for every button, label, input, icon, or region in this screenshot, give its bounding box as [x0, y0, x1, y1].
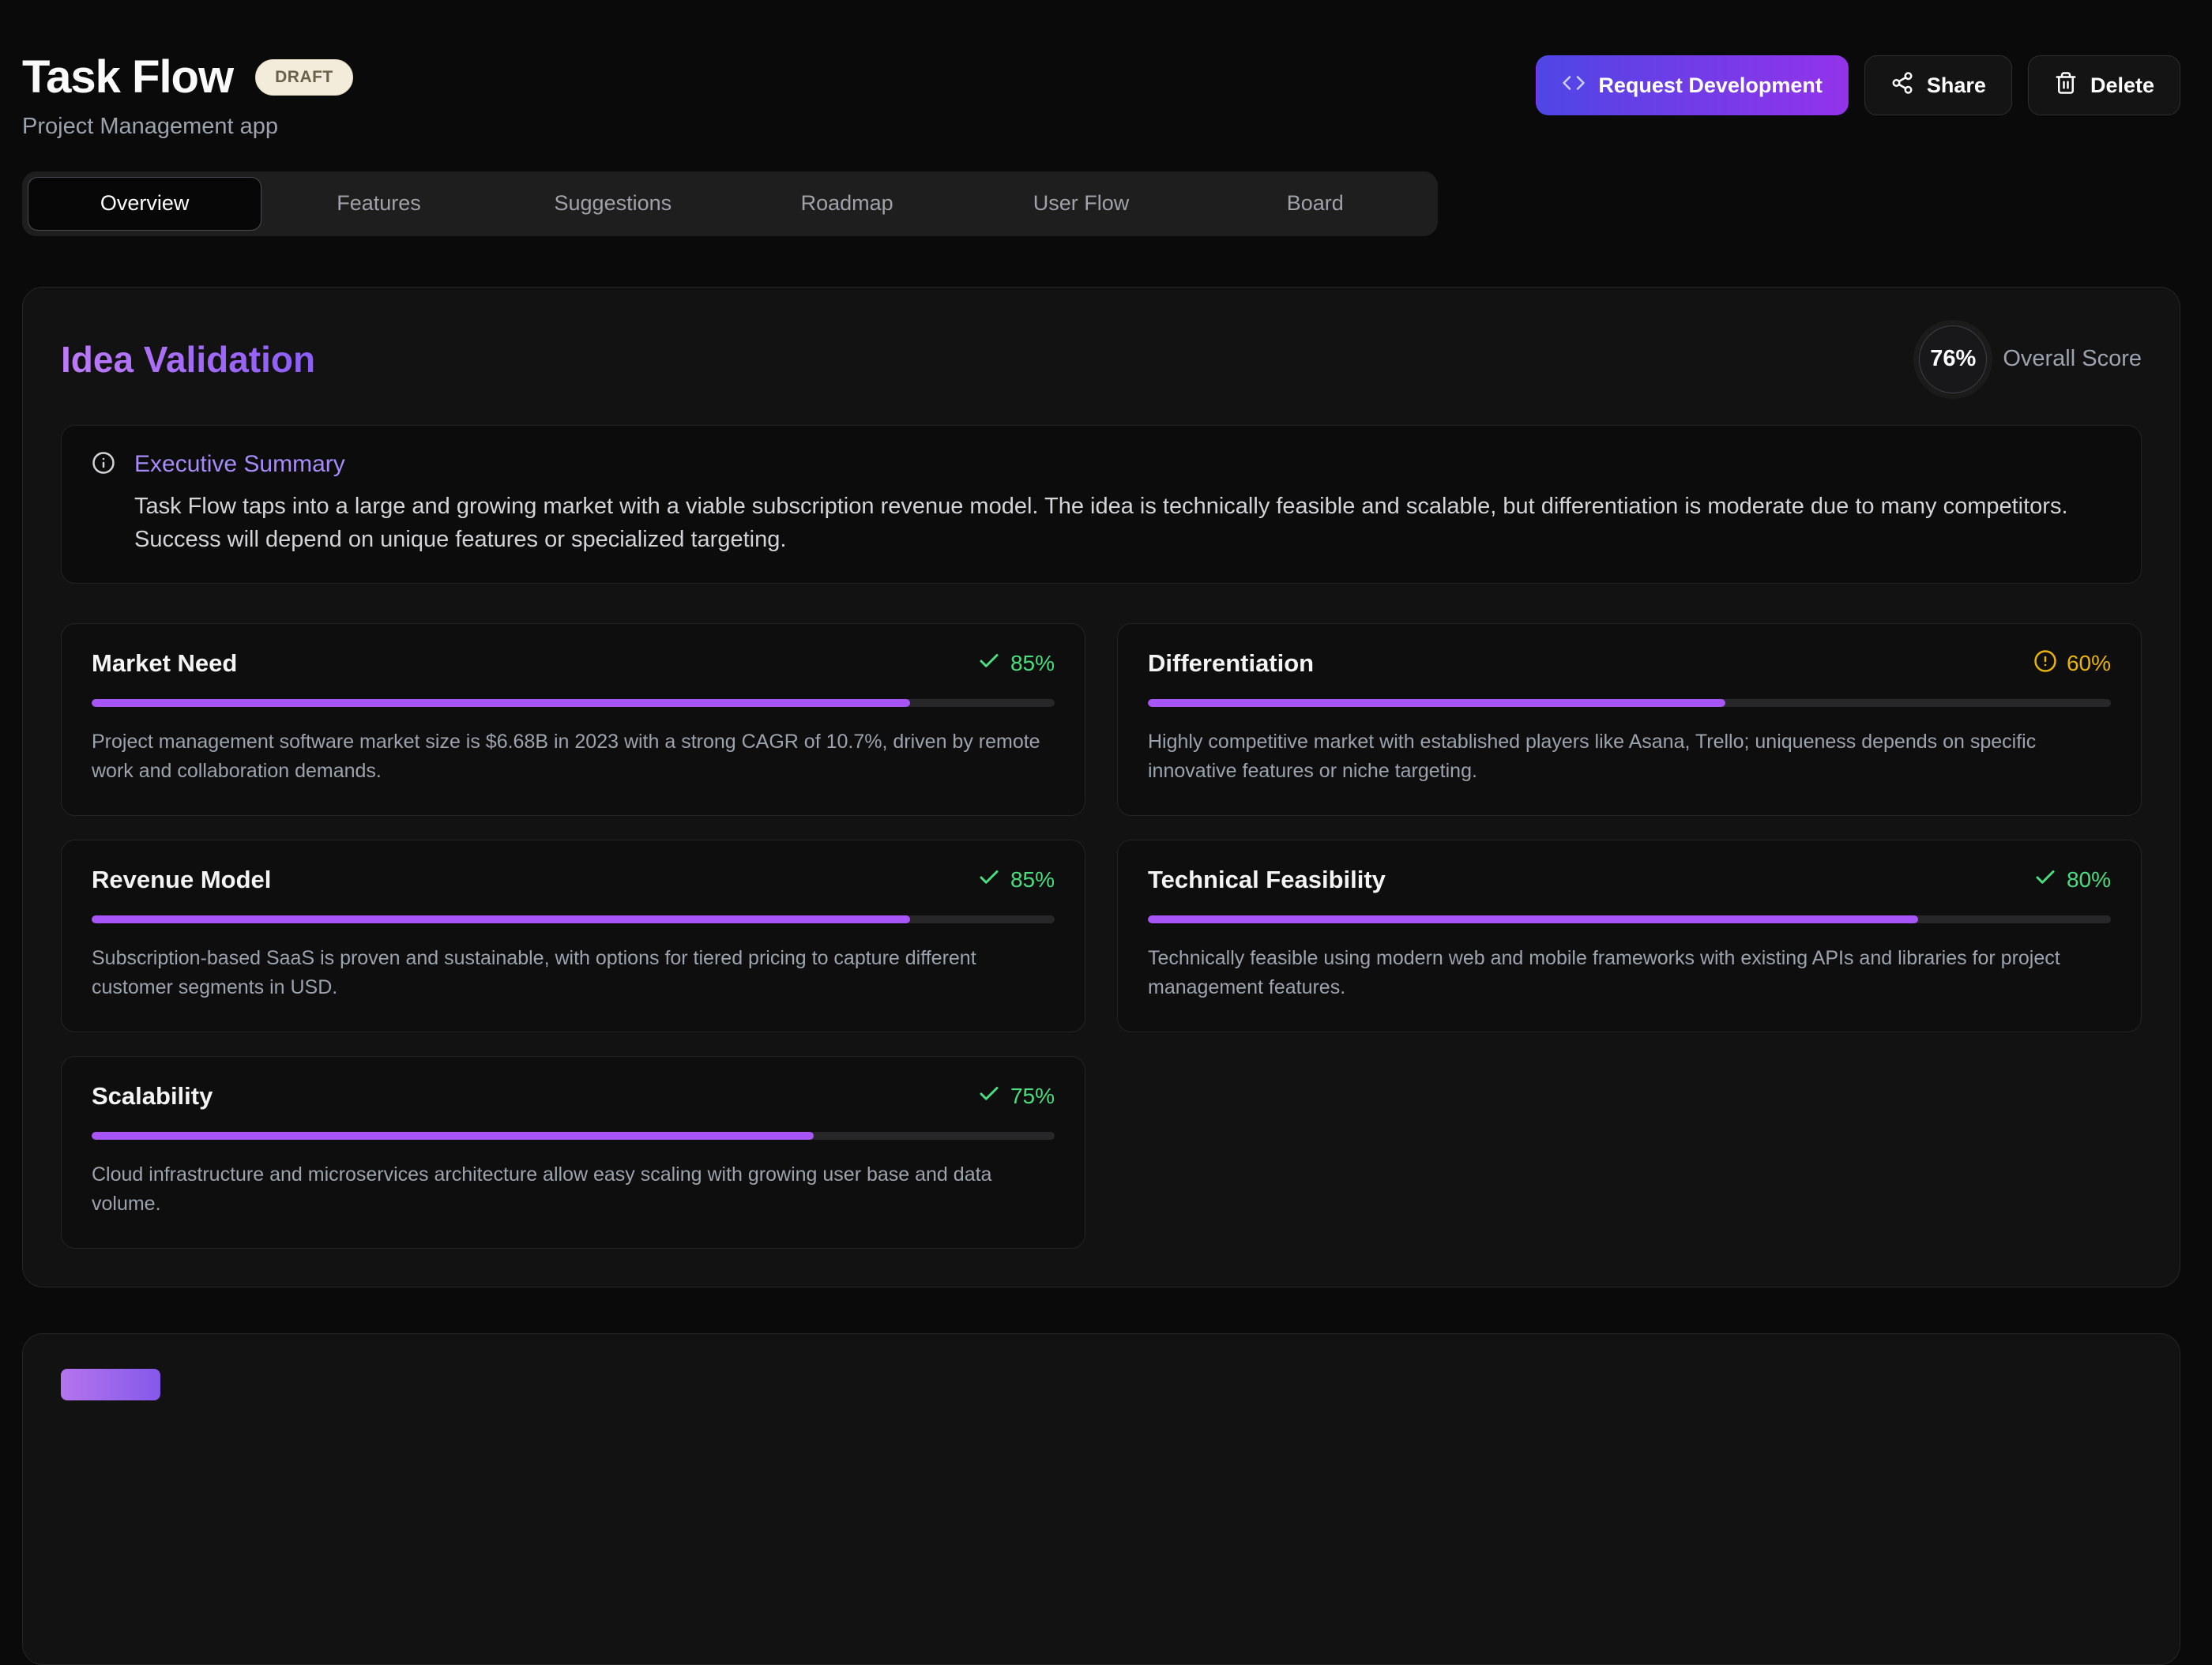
metric-score-value: 75% — [1010, 1084, 1055, 1109]
overall-score: 76% Overall Score — [1919, 325, 2142, 393]
metric-score: 75% — [977, 1082, 1055, 1111]
info-icon — [92, 451, 115, 479]
metric-description: Project management software market size … — [92, 730, 1040, 783]
tab-roadmap[interactable]: Roadmap — [800, 191, 893, 216]
metrics-grid: Market Need 85% Project management softw… — [61, 622, 2142, 1249]
partial-section-heading — [61, 1368, 160, 1400]
trash-icon — [2054, 71, 2078, 100]
metric-card-differentiation: Differentiation 60% Highly competitive m… — [1117, 622, 2142, 816]
executive-summary-title: Executive Summary — [134, 451, 345, 478]
check-icon — [977, 866, 1001, 895]
check-icon — [977, 1082, 1001, 1111]
tab-user-flow[interactable]: User Flow — [1033, 191, 1130, 216]
header-actions: Request Development Share Delete — [1536, 55, 2180, 115]
check-icon — [977, 649, 1001, 678]
request-development-label: Request Development — [1598, 73, 1823, 97]
delete-button[interactable]: Delete — [2027, 55, 2180, 115]
alert-icon — [2033, 649, 2057, 678]
metric-name: Technical Feasibility — [1148, 866, 1386, 894]
tab-overview[interactable]: Overview — [28, 176, 262, 231]
metric-description: Highly competitive market with establish… — [1148, 730, 2037, 783]
metric-score-value: 85% — [1010, 651, 1055, 676]
metric-score: 85% — [977, 866, 1055, 895]
share-button[interactable]: Share — [1864, 55, 2012, 115]
metric-card-scalability: Scalability 75% Cloud infrastructure and… — [61, 1055, 1085, 1249]
executive-summary-body: Task Flow taps into a large and growing … — [134, 493, 2068, 552]
page-title: Task Flow — [22, 51, 234, 103]
share-label: Share — [1926, 73, 1986, 97]
idea-validation-card: Idea Validation 76% Overall Score Execut… — [22, 286, 2180, 1287]
tab-board[interactable]: Board — [1286, 191, 1344, 216]
metric-header: Revenue Model 85% — [92, 866, 1055, 895]
metric-description: Subscription-based SaaS is proven and su… — [92, 946, 976, 999]
share-icon — [1890, 71, 1914, 100]
progress-bar — [92, 698, 1055, 707]
tab-features[interactable]: Features — [337, 191, 421, 216]
progress-fill — [92, 1131, 814, 1140]
metric-header: Technical Feasibility 80% — [1148, 866, 2111, 895]
status-badge: DRAFT — [255, 58, 353, 96]
page-subtitle: Project Management app — [22, 113, 279, 139]
progress-bar — [1148, 915, 2111, 923]
title-row: Task Flow DRAFT — [22, 52, 353, 103]
metric-header: Scalability 75% — [92, 1082, 1055, 1111]
code-icon — [1562, 71, 1586, 100]
metric-description: Technically feasible using modern web an… — [1148, 946, 2060, 999]
metric-name: Revenue Model — [92, 866, 272, 894]
overall-score-value: 76% — [1919, 325, 1988, 393]
metric-card-market-need: Market Need 85% Project management softw… — [61, 622, 1085, 816]
metric-score-value: 80% — [2066, 867, 2111, 893]
page-header: Task Flow DRAFT Project Management app R… — [22, 52, 2180, 140]
metric-name: Market Need — [92, 649, 238, 678]
progress-bar — [1148, 698, 2111, 707]
idea-validation-header: Idea Validation 76% Overall Score — [61, 325, 2142, 393]
progress-fill — [92, 915, 911, 923]
metric-header: Market Need 85% — [92, 649, 1055, 678]
section-title: Idea Validation — [61, 338, 316, 380]
metric-name: Scalability — [92, 1082, 213, 1111]
overall-score-label: Overall Score — [2003, 346, 2142, 372]
executive-summary: Executive Summary Task Flow taps into a … — [61, 424, 2142, 584]
metric-card-revenue-model: Revenue Model 85% Subscription-based Saa… — [61, 839, 1085, 1032]
metric-score-value: 85% — [1010, 867, 1055, 893]
metric-header: Differentiation 60% — [1148, 649, 2111, 678]
metric-score: 85% — [977, 649, 1055, 678]
tab-suggestions[interactable]: Suggestions — [554, 191, 672, 216]
progress-fill — [1148, 915, 1919, 923]
metric-name: Differentiation — [1148, 649, 1315, 678]
delete-label: Delete — [2090, 73, 2154, 97]
request-development-button[interactable]: Request Development — [1536, 55, 1849, 115]
metric-score-value: 60% — [2066, 651, 2111, 676]
metric-card-technical-feasibility: Technical Feasibility 80% Technically fe… — [1117, 839, 2142, 1032]
progress-fill — [1148, 698, 1726, 707]
tab-bar: Overview Features Suggestions Roadmap Us… — [22, 171, 1438, 236]
check-icon — [2033, 866, 2057, 895]
header-left: Task Flow DRAFT Project Management app — [22, 52, 353, 140]
metric-score: 80% — [2033, 866, 2111, 895]
progress-bar — [92, 1131, 1055, 1140]
executive-summary-header: Executive Summary — [92, 451, 2106, 479]
next-section-card — [22, 1332, 2180, 1665]
metric-score: 60% — [2033, 649, 2111, 678]
progress-bar — [92, 915, 1055, 923]
metric-description: Cloud infrastructure and microservices a… — [92, 1163, 992, 1216]
progress-fill — [92, 698, 911, 707]
